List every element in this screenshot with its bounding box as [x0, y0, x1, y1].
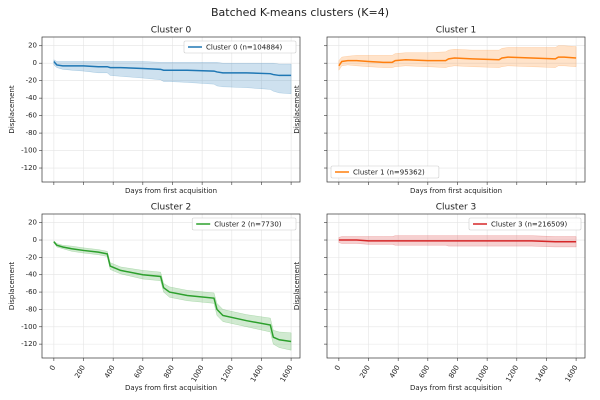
legend-box: [191, 217, 297, 231]
x-axis-label: Days from first acquisition: [125, 384, 217, 392]
x-tick-label: 0: [333, 364, 342, 372]
x-tick-label: 200: [358, 364, 372, 380]
legend-box: [183, 40, 297, 54]
x-axis-label: Days from first acquisition: [410, 187, 502, 195]
x-tick-label: 1000: [190, 364, 206, 383]
x-tick-label: 800: [162, 364, 176, 380]
y-tick-label: -60: [26, 112, 37, 120]
subplot-title: Cluster 3: [436, 203, 477, 213]
subplot-title: Cluster 0: [151, 26, 192, 36]
x-tick-label: 0: [48, 364, 57, 372]
subplot-title: Cluster 2: [151, 203, 192, 213]
x-tick-label: 400: [388, 364, 402, 380]
x-tick-label: 600: [418, 364, 432, 380]
subplot: 0 200 400 600 800 1000 1200 1400 1600 Cluster 3 Da…: [293, 203, 586, 392]
x-tick-label: 1400: [534, 364, 550, 383]
y-tick-label: -20: [26, 253, 37, 261]
y-tick-label: -40: [26, 271, 37, 279]
line: [338, 56, 577, 67]
x-tick-label: 1600: [279, 364, 295, 383]
x-tick-label: 400: [103, 364, 117, 380]
y-tick-label: 20: [28, 219, 37, 227]
y-tick-label: -120: [21, 340, 37, 348]
legend-label: Cluster 2 (n=7730): [214, 221, 282, 229]
y-tick-label: -60: [26, 288, 37, 296]
legend-box: [468, 217, 582, 231]
x-tick-label: 800: [447, 364, 461, 380]
subplot: 0 200 400 600 800 1000 1200 1400 1600200-20-40-6…: [8, 203, 301, 392]
x-tick-label: 1400: [249, 364, 265, 383]
line: [53, 241, 292, 343]
x-tick-label: 1200: [504, 364, 520, 383]
figure-title: Batched K-means clusters (K=4): [211, 6, 389, 19]
line: [53, 60, 292, 77]
legend-label: Cluster 0 (n=104884): [206, 44, 283, 52]
x-axis-label: Days from first acquisition: [125, 187, 217, 195]
legend-box: [330, 165, 440, 179]
x-tick-label: 1600: [564, 364, 580, 383]
subplot: 20 0 -20 -40 -60 -80 -100 -120 Cluster 0 Days fro…: [8, 26, 301, 195]
plot-frame: [326, 36, 586, 183]
y-axis-label: Displacement: [293, 262, 301, 310]
x-tick-label: 600: [133, 364, 147, 380]
legend-label: Cluster 1 (n=95362): [353, 169, 425, 177]
plot-frame: [326, 213, 586, 359]
y-tick-label: -100: [21, 147, 37, 155]
y-axis-label: Displacement: [293, 85, 301, 133]
y-tick-label: 0: [33, 236, 37, 244]
y-tick-label: -80: [26, 305, 37, 313]
y-axis-label: Displacement: [8, 262, 16, 310]
x-tick-label: 1000: [475, 364, 491, 383]
line: [338, 239, 577, 243]
y-tick-label: -20: [26, 77, 37, 85]
y-tick-label: 0: [33, 59, 37, 67]
x-tick-label: 1200: [219, 364, 235, 383]
subplot-title: Cluster 1: [436, 26, 477, 36]
y-axis-label: Displacement: [8, 85, 16, 133]
plot-frame: [41, 213, 301, 359]
y-tick-label: 20: [28, 42, 37, 50]
x-axis-label: Days from first acquisition: [410, 384, 502, 392]
x-tick-label: 200: [73, 364, 87, 380]
y-tick-label: -40: [26, 94, 37, 102]
legend-label: Cluster 3 (n=216509): [491, 221, 568, 229]
y-tick-label: -100: [21, 323, 37, 331]
subplot: Cluster 1 Days from first acquisition Disp…: [293, 26, 586, 195]
y-tick-label: -80: [26, 129, 37, 137]
y-tick-label: -120: [21, 164, 37, 172]
plot-frame: [41, 36, 301, 183]
